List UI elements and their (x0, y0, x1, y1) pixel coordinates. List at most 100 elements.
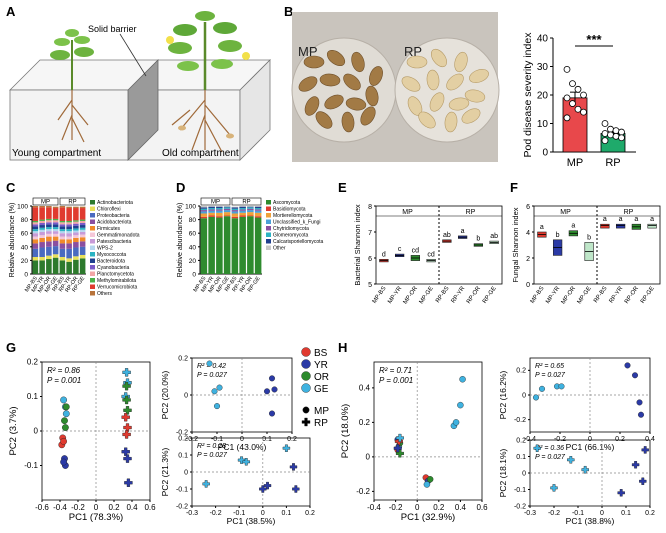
stack-segment (32, 257, 39, 261)
group-header-label: MP (41, 200, 50, 206)
stack-segment (223, 210, 231, 213)
y-tick-label: 0.1 (516, 454, 526, 461)
data-point (601, 137, 609, 145)
y-tick-label: -0.2 (176, 429, 188, 436)
point-circle (264, 388, 271, 395)
stack-segment (52, 240, 59, 247)
x-tick-label: RP-OR (466, 285, 482, 305)
stats-p: P = 0.027 (197, 372, 228, 379)
stats-p: P = 0.001 (47, 376, 81, 385)
point-cross (123, 423, 132, 432)
x-tick-label: -0.1 (572, 510, 584, 517)
stack-segment (39, 260, 45, 274)
stack-segment (39, 242, 45, 248)
stack-segment (223, 206, 231, 208)
stack-segment (239, 208, 246, 210)
stats-p: P = 0.001 (379, 376, 413, 385)
significance-letter: d (382, 251, 386, 258)
y-tick-label: 0.2 (27, 358, 39, 367)
peanut-mp (298, 76, 318, 92)
stats-r2: R² = 0.42 (197, 363, 226, 370)
legend-marker-yr (301, 359, 311, 369)
stack-segment (79, 237, 86, 242)
stack-segment (247, 206, 254, 208)
data-point (569, 100, 576, 107)
x-tick-label: RP-GE (640, 286, 656, 305)
stack-segment (239, 206, 246, 207)
stack-segment (254, 208, 262, 210)
stack-segment (46, 259, 52, 274)
stack-segment (32, 229, 39, 232)
group-header (32, 197, 59, 206)
peanut-rp (461, 108, 481, 124)
stack-segment (52, 206, 59, 209)
y-tick-label: 0 (526, 282, 530, 289)
plot-frame (373, 361, 483, 501)
legend-label: Actinobacteriota (97, 200, 133, 206)
stack-segment (59, 248, 66, 257)
stack-segment (231, 216, 239, 219)
stack-segment (79, 219, 86, 221)
legend-label-ge: GE (314, 384, 329, 395)
point-cross (567, 456, 575, 464)
legend-label: Firmicutes (97, 226, 121, 232)
y-tick-label: 0 (522, 470, 526, 477)
stack-segment (73, 259, 79, 274)
stack-segment (46, 207, 52, 219)
stack-segment (59, 224, 66, 227)
stack-segment (73, 228, 79, 231)
legend-swatch (90, 200, 95, 205)
legend-swatch (266, 219, 271, 224)
stack-segment (216, 208, 223, 210)
data-point (612, 127, 620, 135)
legend-label: Chloroflexi (97, 207, 121, 213)
stack-segment (59, 243, 66, 249)
y-tick-label: 0.2 (516, 368, 526, 375)
legend-label: Calcarisporiellomycota (273, 239, 324, 245)
legend-label: Unclassified_k_Fungi (273, 220, 321, 226)
x-tick-label: -0.4 (53, 503, 67, 512)
stack-segment (39, 223, 45, 226)
stack-segment (247, 212, 254, 216)
y-tick-label: 0 (366, 453, 371, 462)
peanut-rp (401, 76, 421, 92)
point-cross (617, 489, 625, 497)
stack-segment (223, 207, 231, 209)
stack-segment (223, 215, 231, 217)
label-solid-barrier: Solid barrier (88, 24, 137, 34)
x-tick-label: 0.1 (262, 436, 272, 443)
group-header (231, 197, 262, 206)
significance-letter: a (603, 216, 607, 223)
stats-p: P = 0.027 (535, 454, 566, 461)
group-header-label: RP (68, 200, 76, 206)
stack-segment (59, 206, 66, 208)
x-tick-label: MP-YR (387, 285, 403, 305)
stack-segment (46, 229, 52, 232)
stack-segment (247, 206, 254, 207)
stack-segment (231, 206, 239, 208)
legend-swatch (90, 206, 95, 211)
legend-label: Planctomycetota (97, 272, 134, 278)
y-tick-label: -0.1 (176, 486, 188, 493)
y-axis-label: Pod disease severity index (522, 32, 534, 158)
stack-segment (66, 208, 72, 221)
stack-segment (52, 222, 59, 225)
x-tick-label: 0 (588, 436, 592, 443)
group-header-label: MP (402, 209, 413, 216)
peanut-rp (418, 111, 436, 129)
box-side (239, 59, 271, 161)
stack-segment (52, 224, 59, 228)
y-tick-label: 6 (526, 204, 530, 211)
stack-segment (79, 206, 86, 209)
x-axis-label: PC1 (78.3%) (69, 512, 123, 523)
legend-swatch (90, 284, 95, 289)
y-tick-label: -0.2 (356, 487, 370, 496)
point-cross (259, 485, 267, 493)
solid-barrier (127, 59, 159, 161)
legend-label-or: OR (314, 372, 329, 383)
point-circle (426, 476, 434, 483)
x-tick-label: 0.2 (645, 510, 655, 517)
point-circle (60, 458, 67, 466)
